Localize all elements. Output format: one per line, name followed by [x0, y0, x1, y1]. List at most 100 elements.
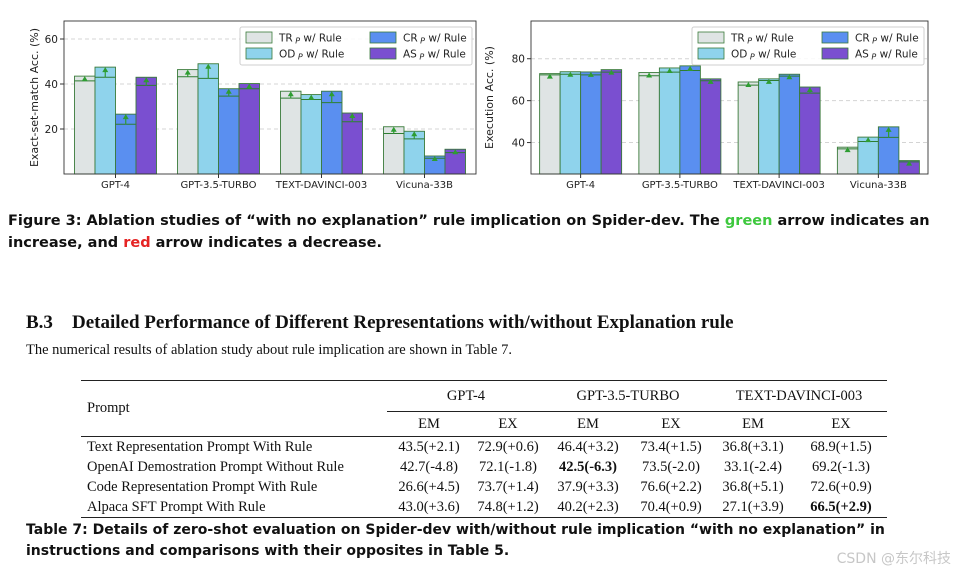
bar — [699, 78, 722, 175]
table-cell: 46.4(+3.2) — [545, 436, 631, 457]
change-arrow-head — [81, 76, 88, 82]
change-arrow-head — [745, 81, 752, 87]
change-arrow-head — [646, 72, 653, 78]
x-tick-label: GPT-3.5-TURBO — [180, 180, 256, 191]
change-arrow-head — [608, 69, 615, 75]
change-arrow-head — [546, 73, 553, 79]
table-caption: Table 7: Details of zero-shot evaluation… — [26, 522, 885, 559]
x-tick-label: GPT-4 — [566, 180, 595, 191]
x-tick-label: TEXT-DAVINCI-003 — [732, 180, 825, 191]
bar — [638, 72, 660, 175]
change-arrow-head — [102, 67, 109, 73]
plot-frame — [530, 20, 929, 175]
row-prompt: Text Representation Prompt With Rule — [81, 436, 387, 457]
legend-swatch — [245, 47, 273, 60]
change-arrow-head — [205, 63, 212, 69]
legend-swatch — [821, 47, 849, 60]
legend-label: CR P w/ Rule — [403, 33, 467, 46]
table-cell: 73.5(-2.0) — [642, 458, 700, 475]
table-cell: 69.2(-1.3) — [812, 458, 870, 475]
legend: TR P w/ Rule OD P w/ Rule CR P w/ Rule AS P… — [691, 26, 925, 66]
figure-caption: Figure 3: Ablation studies of “with no e… — [8, 210, 953, 254]
table-cell: 37.9(+3.3) — [557, 478, 619, 495]
x-tick-label: Vicuna-33B — [396, 180, 453, 191]
x-tick-label: Vicuna-33B — [850, 180, 907, 191]
bar — [300, 94, 322, 175]
legend-swatch — [245, 31, 273, 44]
table-cell: 27.1(+3.9) — [711, 497, 795, 518]
change-arrow-head — [328, 91, 335, 97]
subheader-em: EM — [545, 411, 631, 437]
prompt-column-header: Prompt — [81, 380, 387, 437]
chart-svg: GPT-4 GPT-3.5-TURBO TEXT-DAVINCI-003 Vicuna… — [483, 20, 929, 191]
change-arrow-head — [184, 69, 191, 75]
y-axis-label: Execution Acc. (%) — [483, 46, 496, 149]
change-arrow-head — [308, 94, 315, 100]
results-table: Prompt GPT-4 GPT-3.5-TURBO TEXT-DAVINCI-… — [81, 380, 887, 518]
table-cell: 36.8(+5.1) — [722, 478, 784, 495]
bar — [135, 76, 157, 175]
figure-caption-part3: arrow indicates a decrease. — [150, 235, 382, 251]
legend-label: AS P w/ Rule — [403, 49, 466, 62]
table-cell-bold: 42.5(-6.3) — [559, 458, 617, 475]
y-tick-label: 60 — [45, 34, 58, 46]
change-arrow-head — [143, 77, 150, 83]
legend-label: AS P w/ Rule — [855, 49, 918, 62]
change-arrow-head — [906, 160, 913, 166]
change-arrow-head — [390, 126, 397, 132]
legend-swatch — [369, 47, 397, 60]
bar — [280, 90, 302, 175]
ablation-chart-exact-match: GPT-4 GPT-3.5-TURBO TEXT-DAVINCI-003 Vicuna… — [0, 0, 479, 200]
y-tick-label: 80 — [512, 54, 525, 66]
row-prompt: Alpaca SFT Prompt With Rule — [81, 497, 387, 518]
bar — [737, 81, 760, 175]
row-prompt: OpenAI Demostration Prompt Without Rule — [87, 458, 344, 475]
bar — [799, 86, 821, 175]
change-arrow-head — [287, 91, 294, 97]
group-header-gpt35: GPT-3.5-TURBO — [545, 380, 711, 412]
change-arrow-head — [666, 67, 673, 73]
bar — [74, 75, 96, 175]
legend: TR P w/ Rule OD P w/ Rule CR P w/ Rule AS P… — [239, 26, 473, 66]
row-prompt: Code Representation Prompt With Rule — [87, 478, 318, 495]
figure-caption-part1: Figure 3: Ablation studies of “with no e… — [8, 213, 725, 229]
section-title: Detailed Performance of Different Repres… — [72, 312, 734, 333]
bar — [94, 66, 116, 175]
table-cell: 40.2(+2.3) — [545, 497, 631, 518]
y-tick-label: 40 — [512, 138, 525, 150]
change-arrow-head — [587, 71, 594, 77]
table-cell: 72.1(-1.8) — [479, 458, 537, 475]
section-body-text: The numerical results of ablation study … — [26, 342, 512, 358]
bar — [758, 78, 780, 175]
bar — [857, 136, 879, 175]
legend-swatch — [369, 31, 397, 44]
subheader-em: EM — [711, 411, 795, 437]
table-cell: 74.8(+1.2) — [471, 497, 545, 518]
figure-caption-part2: arrow indicates an increase, and — [8, 213, 930, 251]
change-arrow-head — [246, 83, 253, 89]
group-header-gpt4: GPT-4 — [387, 380, 545, 412]
table-cell: 76.6(+2.2) — [640, 478, 702, 495]
bar — [238, 83, 260, 175]
legend-label: TR P w/ Rule — [278, 33, 342, 46]
x-tick-label: TEXT-DAVINCI-003 — [275, 180, 368, 191]
table-row: Code Representation Prompt With Rule 26.… — [81, 477, 887, 497]
plot-frame — [63, 20, 477, 175]
table-cell: 73.7(+1.4) — [477, 478, 539, 495]
table-row: Alpaca SFT Prompt With Rule 43.0(+3.6) 7… — [81, 497, 887, 518]
bar — [658, 67, 681, 175]
table-cell: 73.4(+1.5) — [631, 436, 711, 457]
table-cell: 43.0(+3.6) — [387, 497, 471, 518]
table-row: OpenAI Demostration Prompt Without Rule … — [81, 457, 887, 477]
change-arrow-head — [225, 88, 232, 94]
legend-label: OD P w/ Rule — [279, 49, 344, 62]
change-arrow-head — [349, 113, 356, 119]
change-arrow-head — [122, 114, 129, 120]
table-cell: 26.6(+4.5) — [398, 478, 460, 495]
legend-swatch — [697, 47, 725, 60]
y-tick-label: 20 — [45, 124, 58, 136]
bar — [679, 65, 701, 175]
table-cell: 43.5(+2.1) — [387, 436, 471, 457]
bar — [559, 71, 582, 175]
change-arrow-head — [411, 131, 418, 137]
